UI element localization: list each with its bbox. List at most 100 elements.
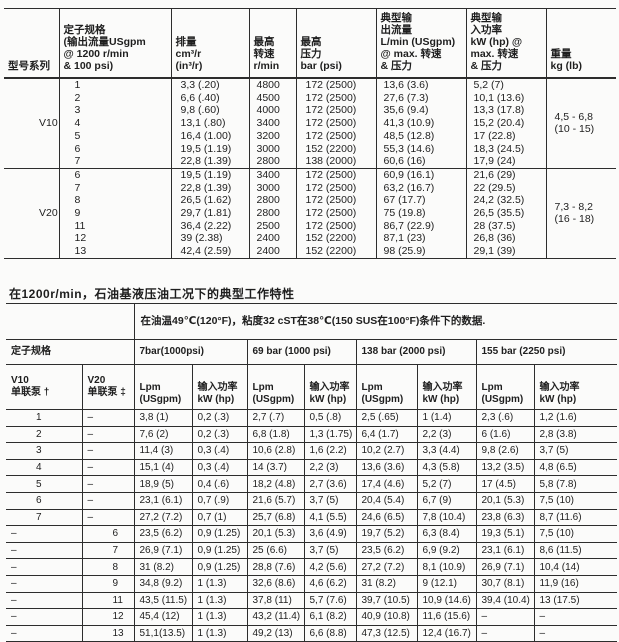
perf-cell: 4,2 (5.6) <box>303 558 357 576</box>
header-v20-single-pump: V20 单联泵 ‡ <box>81 364 135 410</box>
perf-row: –9 34,8 (9.2) 1 (1.3) 32,6 (8.6) 4,6 (6.2) 31… <box>6 574 618 593</box>
perf-cell: 6,4 (1.7) <box>355 425 418 444</box>
spec-cell: 2800 <box>248 155 296 169</box>
perf-row: –11 43,5 (11.5) 1 (1.3) 37,8 (11) 5,7 (7.6) 3… <box>6 591 618 610</box>
spec-cell: 98 (25.9) <box>375 245 466 259</box>
perf-cell: 0,4 (.6) <box>191 475 248 493</box>
spec-cell: 21,6 (29) <box>465 167 546 182</box>
header-v10-single-pump: V10 单联泵 † <box>6 364 83 410</box>
perf-cell: 8 <box>81 558 135 576</box>
header-power-138bar: 输入功率 kW (hp) <box>416 364 477 410</box>
spec-cell: 152 (2200) <box>295 245 376 259</box>
perf-subheader-row: V10 单联泵 † V20 单联泵 ‡ Lpm (USgpm) 输入功率 kW … <box>6 364 618 410</box>
perf-cell: 8,1 (10.9) <box>416 558 477 576</box>
perf-cell: 3 <box>6 442 83 460</box>
spec-row: 8 26,5 (1.62) 2800 172 (2500) 67 (17.7) 24,2 … <box>4 194 616 208</box>
spec-cell: 3400 <box>248 167 296 182</box>
perf-cell: 20,4 (5.4) <box>355 491 418 510</box>
perf-cell: – <box>81 491 135 510</box>
perf-cell: 23,1 (6.1) <box>475 541 535 560</box>
spec-cell: 3000 <box>248 181 296 195</box>
header-flow-69bar: Lpm (USgpm) <box>246 364 305 410</box>
spec-cell: 55,3 (14.6) <box>375 142 466 156</box>
perf-cell: 13 <box>81 624 135 642</box>
perf-cell: 7,6 (2) <box>133 425 193 444</box>
perf-cell: 3,8 (1) <box>133 409 193 427</box>
spec-cell: 138 (2000) <box>295 155 376 169</box>
perf-cell: – <box>6 574 83 593</box>
perf-cell: 0,9 (1.25) <box>191 525 248 543</box>
spec-cell: 28 (37.5) <box>465 219 546 233</box>
perf-cell: 0,2 (.3) <box>191 409 248 427</box>
weight-cell: 4,5 - 6,8 (10 - 15) <box>545 78 616 169</box>
perf-cell: 6,9 (9.2) <box>416 541 477 560</box>
spec-row: 6 19,5 (1.19) 3000 152 (2200) 55,3 (14.6) 18,… <box>4 142 616 156</box>
spec-cell: 13,3 (17.8) <box>465 104 546 118</box>
spec-cell: 172 (2500) <box>295 207 376 220</box>
perf-cell: 23,5 (6.2) <box>355 541 418 560</box>
perf-cell: 20,1 (5.3) <box>246 525 305 543</box>
perf-cell: 23,5 (6.2) <box>133 525 193 543</box>
spec-cell: 172 (2500) <box>295 167 376 182</box>
perf-cell: 0,3 (.4) <box>191 458 248 477</box>
spec-cell: 4800 <box>248 78 296 92</box>
spec-cell: 11 <box>58 219 171 233</box>
perf-cell: 9,8 (2.6) <box>475 442 535 460</box>
spec-row: 13 42,4 (2.59) 2400 152 (2200) 98 (25.9) 29,1… <box>4 245 616 259</box>
perf-cell: 18,9 (5) <box>133 475 193 493</box>
header-input-power: 典型输 入功率 kW (hp) @ max. 转速 & 压力 <box>465 8 546 79</box>
spec-cell: 5 <box>58 129 171 143</box>
perf-cell: 19,3 (5.1) <box>475 525 535 543</box>
spec-row: 7 22,8 (1.39) 3000 172 (2500) 63,2 (16.7) 22 … <box>4 181 616 195</box>
spec-cell: 35,6 (9.4) <box>375 104 466 118</box>
perf-cell: 1 (1.3) <box>191 591 248 610</box>
corner-blank-cell <box>6 303 135 340</box>
perf-cell: 7,5 (10) <box>533 491 618 510</box>
perf-cell: 9 (12.1) <box>416 574 477 593</box>
perf-cell: 2,5 (.65) <box>355 409 418 427</box>
spec-cell: 48,5 (12.8) <box>375 129 466 143</box>
perf-cell: 3,7 (5) <box>303 541 357 560</box>
perf-cell: 4,6 (6.2) <box>303 574 357 593</box>
perf-cell: – <box>81 508 135 527</box>
spec-cell: 172 (2500) <box>295 181 376 195</box>
spec-cell: 172 (2500) <box>295 129 376 143</box>
spec-cell: 60,6 (16) <box>375 155 466 169</box>
perf-row: 7–27,2 (7.2) 0,7 (1) 25,7 (6.8) 4,1 (5.5) 24… <box>6 508 618 527</box>
spec-cell: 4500 <box>248 91 296 105</box>
perf-cell: 0,3 (.4) <box>191 442 248 460</box>
spec-cell: 6,6 (.40) <box>170 91 249 105</box>
header-pressure-138bar: 138 bar (2000 psi) <box>355 339 477 365</box>
spec-cell: 75 (19.8) <box>375 207 466 220</box>
perf-cell: – <box>81 475 135 493</box>
spec-cell: 6 <box>58 167 171 182</box>
perf-row: 3–11,4 (3) 0,3 (.4) 10,6 (2.8) 1,6 (2.2) 10,… <box>6 442 618 460</box>
test-conditions-note: 在油温49℃(120°F)，粘度32 cST在38℃(150 SUS在100°F… <box>133 303 618 340</box>
perf-cell: 2,7 (.7) <box>246 409 305 427</box>
perf-cell: 1,6 (2.2) <box>303 442 357 460</box>
perf-cell: 2 <box>6 425 83 444</box>
spec-row: 3 9,8 (.60) 4000 172 (2500) 35,6 (9.4) 13,3 (… <box>4 104 616 118</box>
perf-cell: 39,4 (10.4) <box>475 591 535 610</box>
perf-cell: 6 <box>81 525 135 543</box>
spec-row: 4 13,1 (.80) 3400 172 (2500) 41,3 (10.9) 15,2… <box>4 117 616 130</box>
perf-cell: – <box>6 558 83 576</box>
spec-table: 型号系列 定子规格 (输出流量USgpm @ 1200 r/min & 100 … <box>4 8 616 259</box>
spec-row: 9 29,7 (1.81) 2800 172 (2500) 75 (19.8) 26,5 … <box>4 207 616 220</box>
spec-cell: 13,1 (.80) <box>170 117 249 130</box>
perf-cell: 19,7 (5.2) <box>355 525 418 543</box>
perf-row: –13 51,1(13.5) 1 (1.3) 49,2 (13) 6,6 (8.8) 47… <box>6 624 618 642</box>
spec-row: 5 16,4 (1.00) 3200 172 (2500) 48,5 (12.8) 17 … <box>4 129 616 143</box>
perf-pressure-row: 定子规格 7bar(1000psi) 69 bar (1000 psi) 138… <box>6 339 618 365</box>
spec-cell: 2500 <box>248 219 296 233</box>
perf-cell: 2,7 (3.6) <box>303 475 357 493</box>
spec-row: 2 6,6 (.40) 4500 172 (2500) 27,6 (7.3) 10,1 (… <box>4 91 616 105</box>
spec-cell: 19,5 (1.19) <box>170 142 249 156</box>
perf-cell: 6,3 (8.4) <box>416 525 477 543</box>
perf-cell: 7,8 (10.4) <box>416 508 477 527</box>
spec-cell: 6 <box>58 142 171 156</box>
perf-cell: 1 (1.3) <box>191 574 248 593</box>
perf-cell: – <box>475 624 535 642</box>
perf-cell: 27,2 (7.2) <box>133 508 193 527</box>
perf-cell: 3,3 (4.4) <box>416 442 477 460</box>
